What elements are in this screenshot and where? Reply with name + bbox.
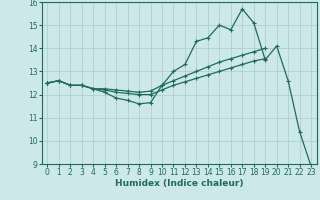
X-axis label: Humidex (Indice chaleur): Humidex (Indice chaleur): [115, 179, 244, 188]
